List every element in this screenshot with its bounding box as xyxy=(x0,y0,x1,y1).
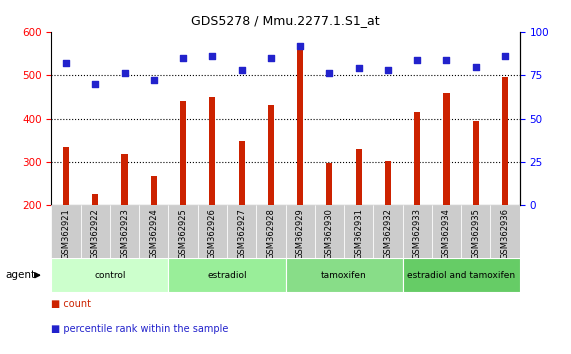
Bar xyxy=(151,176,157,205)
Text: GSM362931: GSM362931 xyxy=(354,208,363,259)
Point xyxy=(354,65,363,71)
Text: GDS5278 / Mmu.2277.1.S1_at: GDS5278 / Mmu.2277.1.S1_at xyxy=(191,14,380,27)
Text: GSM362927: GSM362927 xyxy=(237,208,246,259)
Point xyxy=(120,71,129,76)
Bar xyxy=(63,147,69,205)
Bar xyxy=(51,258,168,292)
Bar xyxy=(209,97,215,205)
Bar xyxy=(286,205,315,258)
Text: GSM362926: GSM362926 xyxy=(208,208,217,259)
Text: GSM362935: GSM362935 xyxy=(471,208,480,259)
Bar xyxy=(403,205,432,258)
Bar xyxy=(139,205,168,258)
Text: estradiol and tamoxifen: estradiol and tamoxifen xyxy=(407,271,515,280)
Bar xyxy=(315,205,344,258)
Bar xyxy=(51,205,81,258)
Text: estradiol: estradiol xyxy=(207,271,247,280)
Bar xyxy=(385,161,391,205)
Bar xyxy=(373,205,403,258)
Bar xyxy=(268,105,274,205)
Bar xyxy=(168,205,198,258)
Text: GSM362928: GSM362928 xyxy=(266,208,275,259)
Bar xyxy=(473,121,479,205)
Bar xyxy=(256,205,286,258)
Bar xyxy=(414,112,420,205)
Bar xyxy=(122,154,128,205)
Text: control: control xyxy=(94,271,126,280)
Text: ■ percentile rank within the sample: ■ percentile rank within the sample xyxy=(51,324,229,334)
Bar xyxy=(168,258,286,292)
Text: GSM362923: GSM362923 xyxy=(120,208,129,259)
Text: agent: agent xyxy=(6,270,36,280)
Text: GSM362922: GSM362922 xyxy=(91,208,100,259)
Bar xyxy=(227,205,256,258)
Point xyxy=(62,60,71,66)
Point xyxy=(237,67,246,73)
Text: GSM362936: GSM362936 xyxy=(500,208,509,259)
Text: GSM362925: GSM362925 xyxy=(179,208,188,259)
Bar xyxy=(443,93,449,205)
Point xyxy=(442,57,451,62)
Point xyxy=(266,55,275,61)
Point xyxy=(179,55,188,61)
Bar xyxy=(356,149,362,205)
Point xyxy=(325,71,334,76)
Point xyxy=(149,78,158,83)
Text: GSM362924: GSM362924 xyxy=(149,208,158,259)
Text: tamoxifen: tamoxifen xyxy=(321,271,367,280)
Bar xyxy=(180,101,186,205)
Bar xyxy=(286,258,403,292)
Point xyxy=(500,53,509,59)
Bar xyxy=(92,194,98,205)
Bar xyxy=(110,205,139,258)
Text: GSM362932: GSM362932 xyxy=(383,208,392,259)
Bar xyxy=(239,141,245,205)
Bar xyxy=(344,205,373,258)
Point xyxy=(208,53,217,59)
Bar xyxy=(490,205,520,258)
Text: GSM362934: GSM362934 xyxy=(442,208,451,259)
Bar xyxy=(297,46,303,205)
Text: GSM362929: GSM362929 xyxy=(296,208,305,259)
Bar xyxy=(461,205,490,258)
Point xyxy=(91,81,100,87)
Bar xyxy=(403,258,520,292)
Point xyxy=(296,43,305,48)
Bar xyxy=(326,163,332,205)
Bar xyxy=(502,77,508,205)
Bar xyxy=(198,205,227,258)
Text: GSM362933: GSM362933 xyxy=(413,208,422,259)
Text: ■ count: ■ count xyxy=(51,299,91,309)
Point xyxy=(383,67,392,73)
Point xyxy=(471,64,480,69)
Text: GSM362930: GSM362930 xyxy=(325,208,334,259)
Text: GSM362921: GSM362921 xyxy=(62,208,71,259)
Bar xyxy=(81,205,110,258)
Bar xyxy=(432,205,461,258)
Point xyxy=(413,57,422,62)
